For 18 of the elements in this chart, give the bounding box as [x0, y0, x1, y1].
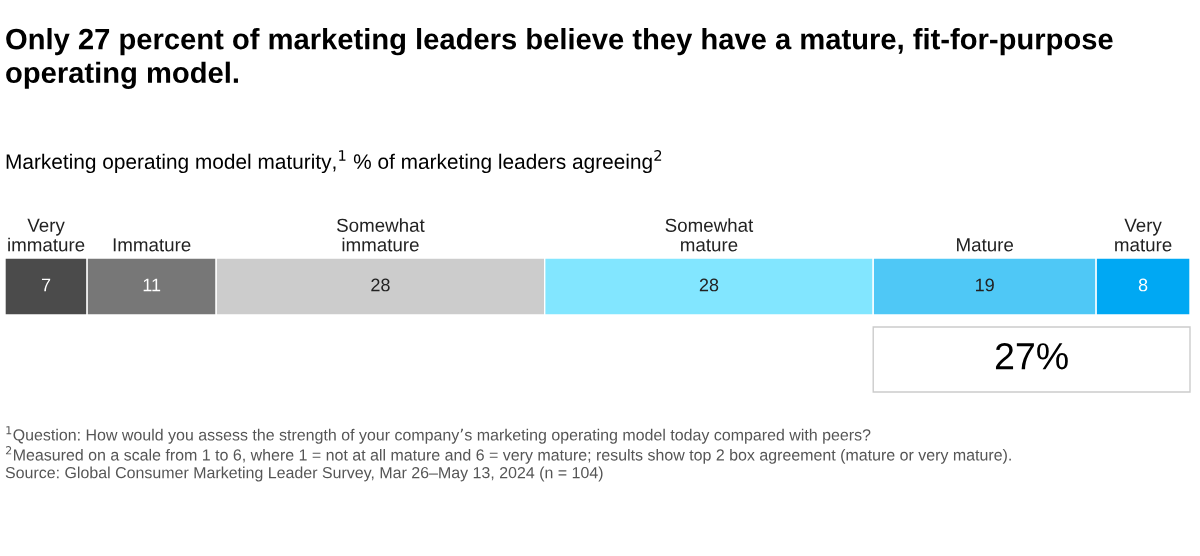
- series-label: Somewhat mature: [665, 218, 754, 252]
- series-label: Somewhat immature: [337, 218, 425, 252]
- chart-subtitle: Marketing operating model maturity,$^{1}$ % of marketing leaders agreeing$^{2}$: [6, 150, 662, 174]
- source-note: Source: Global Consumer Marketing Leader Survey, Mar 26–May 13, 2024 (n = 104): [5, 466, 603, 482]
- data-label: 11: [143, 278, 161, 292]
- chart-title: Only 27 percent of marketing leaders believe they have a mature, fit-for-purpose operating model.: [6, 28, 1113, 89]
- text: $^{1}$Question: How would you assess the strength of your company’s marketing operating model today compared with peers?: [6, 426, 871, 444]
- data-label: 8: [1138, 278, 1148, 292]
- data-label: 7: [41, 278, 51, 292]
- data-label: 28: [699, 278, 719, 292]
- series-label: Very mature: [1115, 218, 1172, 252]
- text: $^{2}$Measured on a scale from 1 to 6, where 1 = not at all mature and 6 = very mature; results show top 2 box agreement (mature or very mature).: [5, 446, 1011, 464]
- series-label: Very immature: [8, 218, 85, 252]
- series-label: Immature: [113, 238, 191, 252]
- text: 27%: [995, 342, 1068, 370]
- data-label: 28: [371, 278, 390, 292]
- series-label: Mature: [957, 238, 1014, 252]
- data-label: 19: [976, 278, 994, 292]
